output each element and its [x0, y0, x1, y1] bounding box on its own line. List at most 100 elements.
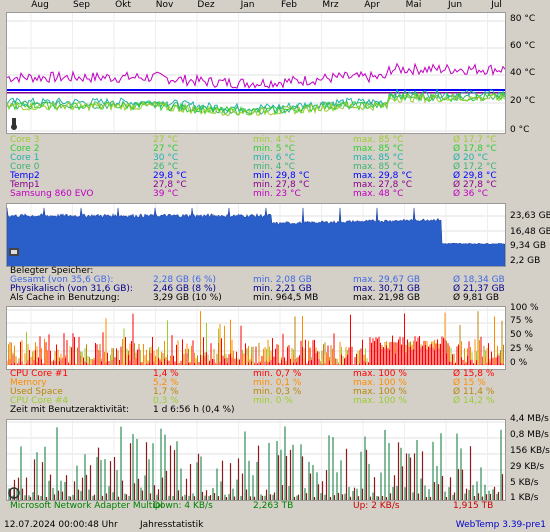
- network-down-total: 2,263 TB: [253, 501, 294, 511]
- mem-max: max. 29,67 GB: [353, 275, 421, 285]
- temp-row: Temp1 27,8 °C min. 27,8 °C max. 27,8 °C Ø 27…: [8, 181, 508, 190]
- mem-avg: Ø 21,37 GB: [453, 284, 505, 294]
- temp-min: min. 6 °C: [253, 153, 296, 163]
- axis-tick-label: 4,4 MB/s: [510, 414, 549, 424]
- temp-avg: Ø 17,8 °C: [453, 144, 497, 154]
- temp-row: Core 2 27 °C min. 5 °C max. 85 °C Ø 17,8 °C: [8, 145, 508, 154]
- network-row: Microsoft Network Adapter Multipl Down: …: [8, 502, 508, 511]
- axis-tick-label: 100 %: [510, 303, 539, 313]
- axis-tick-label: 5 KB/s: [510, 478, 539, 488]
- month-label: Sep: [73, 0, 90, 10]
- cpu-max: max. 100 %: [353, 378, 407, 388]
- temp-row: Samsung 860 EVO 39 °C min. 23 °C max. 48 °C…: [8, 190, 508, 199]
- cpu-name: Used Space: [10, 387, 63, 397]
- cpu-row: CPU Core #1 1,4 % min. 0,7 % max. 100 % Ø 15…: [8, 370, 508, 379]
- axis-tick-label: 16,48 GB: [510, 227, 550, 237]
- network-adapter-name: Microsoft Network Adapter Multipl: [10, 501, 164, 511]
- cpu-axis: 100 % 75 % 50 % 25 % 0 %: [510, 303, 550, 370]
- cpu-min: min. 0,3 %: [253, 387, 302, 397]
- cpu-name: CPU Core #1: [10, 369, 69, 379]
- cpu-avg: Ø 15 %: [453, 378, 486, 388]
- temp-max: max. 85 °C: [353, 135, 404, 145]
- cpu-cur: 5,2 %: [153, 378, 179, 388]
- month-label: Apr: [364, 0, 380, 10]
- temperature-chart: [6, 12, 506, 134]
- mem-row: Gesamt (von 35,6 GB): 2,28 GB (6 %) min. 2…: [8, 276, 508, 285]
- network-icon: [8, 487, 20, 499]
- mem-avg: Ø 18,34 GB: [453, 275, 505, 285]
- network-plot: [7, 420, 505, 500]
- statistics-mode: Jahresstatistik: [140, 520, 204, 530]
- month-label: Aug: [31, 0, 49, 10]
- cpu-chart: [6, 306, 506, 370]
- axis-tick-label: 2,2 GB: [510, 256, 541, 266]
- temp-max: max. 85 °C: [353, 153, 404, 163]
- month-label: Mai: [405, 0, 422, 10]
- cpu-legend: CPU Core #1 1,4 % min. 0,7 % max. 100 % Ø 15…: [8, 370, 508, 415]
- temperature-axis: 80 °C 60 °C 40 °C 20 °C 0 °C: [510, 12, 550, 135]
- mem-max: max. 21,98 GB: [353, 293, 421, 303]
- mem-avg: Ø 9,81 GB: [453, 293, 499, 303]
- temp-row: Core 1 30 °C min. 6 °C max. 85 °C Ø 20 °C: [8, 154, 508, 163]
- temp-row: Temp2 29,8 °C min. 29,8 °C max. 29,8 °C Ø 29…: [8, 172, 508, 181]
- memory-legend: Belegter Speicher: Gesamt (von 35,6 GB): 2…: [8, 267, 508, 303]
- temp-max: max. 48 °C: [353, 189, 404, 199]
- memory-chip-icon: [8, 246, 20, 258]
- temp-cur: 27 °C: [153, 144, 179, 154]
- cpu-avg: Ø 15,8 %: [453, 369, 495, 379]
- temp-avg: Ø 29,8 °C: [453, 171, 497, 181]
- axis-tick-label: 0 °C: [510, 125, 530, 135]
- cpu-row: Used Space 1,7 % min. 0,3 % max. 100 % Ø 11,…: [8, 388, 508, 397]
- network-axis: 4,4 MB/s 0,8 MB/s 156 KB/s 29 KB/s 5 KB/s 1 K…: [510, 414, 550, 503]
- cpu-min: min. 0,1 %: [253, 378, 302, 388]
- temp-avg: Ø 17,2 °C: [453, 162, 497, 172]
- temperature-plot: [7, 13, 505, 133]
- axis-tick-label: 1 KB/s: [510, 493, 539, 503]
- cpu-plot: [7, 307, 505, 369]
- mem-cur: 2,46 GB (8 %): [153, 284, 217, 294]
- network-down: Down: 4 KB/s: [153, 501, 213, 511]
- mem-name: Physikalisch (von 31,6 GB):: [10, 284, 133, 294]
- cpu-min: min. 0,7 %: [253, 369, 302, 379]
- temp-cur: 29,8 °C: [153, 171, 187, 181]
- status-bar: 12.07.2024 00:00:48 Uhr Jahresstatistik …: [0, 517, 550, 532]
- version-label[interactable]: WebTemp 3.39-pre1: [455, 520, 546, 530]
- cpu-max: max. 100 %: [353, 396, 407, 406]
- month-label: Jun: [447, 0, 463, 10]
- month-label: Jul: [491, 0, 502, 10]
- temp-row: Core 3 27 °C min. 4 °C max. 85 °C Ø 17,7 °C: [8, 136, 508, 145]
- temp-avg: Ø 27,8 °C: [453, 180, 497, 190]
- axis-tick-label: 25 %: [510, 344, 533, 354]
- mem-row: Als Cache in Benutzung: 3,29 GB (10 %) min…: [8, 294, 508, 303]
- temperature-legend: Core 3 27 °C min. 4 °C max. 85 °C Ø 17,7 °C C…: [8, 136, 508, 199]
- temp-min: min. 23 °C: [253, 189, 301, 199]
- memory-plot: [7, 204, 505, 266]
- axis-tick-label: 40 °C: [510, 68, 536, 78]
- temp-avg: Ø 17,7 °C: [453, 135, 497, 145]
- cpu-name: CPU Core #4: [10, 396, 69, 406]
- mem-max: max. 30,71 GB: [353, 284, 421, 294]
- axis-tick-label: 80 °C: [510, 14, 536, 24]
- temp-name: Core 2: [10, 144, 40, 154]
- network-up: Up: 2 KB/s: [353, 501, 400, 511]
- axis-tick-label: 20 °C: [510, 96, 536, 106]
- month-label: Jan: [240, 0, 255, 10]
- cpu-min: min. 0 %: [253, 396, 293, 406]
- mem-min: min. 964,5 MB: [253, 293, 319, 303]
- temp-cur: 26 °C: [153, 162, 179, 172]
- cpu-cur: 1,4 %: [153, 369, 179, 379]
- temp-row: Core 0 26 °C min. 4 °C max. 85 °C Ø 17,2 °C: [8, 163, 508, 172]
- mem-name: Gesamt (von 35,6 GB):: [10, 275, 114, 285]
- axis-tick-label: 0 %: [510, 358, 528, 368]
- axis-tick-label: 29 KB/s: [510, 462, 545, 472]
- temp-cur: 27,8 °C: [153, 180, 187, 190]
- temp-name: Temp2: [10, 171, 40, 181]
- cpu-name: Memory: [10, 378, 47, 388]
- user-activity-value: 1 d 6:56 h (0,4 %): [153, 405, 235, 415]
- timestamp: 12.07.2024 00:00:48 Uhr: [4, 520, 118, 530]
- temp-min: min. 27,8 °C: [253, 180, 310, 190]
- mem-cur: 2,28 GB (6 %): [153, 275, 217, 285]
- temp-name: Temp1: [10, 180, 40, 190]
- temp-cur: 30 °C: [153, 153, 179, 163]
- memory-axis: 23,63 GB 16,48 GB 9,34 GB 2,2 GB: [510, 203, 550, 267]
